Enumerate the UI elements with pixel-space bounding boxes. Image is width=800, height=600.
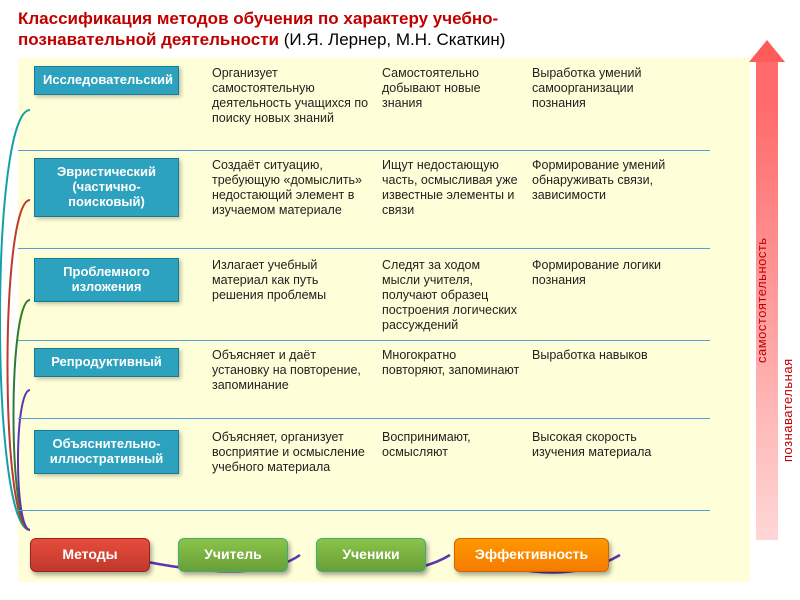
row-divider — [18, 418, 710, 419]
table-row: Репродуктивный Объясняет и даёт установку… — [18, 346, 750, 395]
method-box[interactable]: Исследовательский — [34, 66, 179, 95]
effect-cell: Формирование умений обнаруживать связи, … — [526, 156, 676, 205]
teacher-cell: Создаёт ситуацию, требующую «домыслить» … — [206, 156, 376, 220]
method-box[interactable]: Эвристический (частично-поисковый) — [34, 158, 179, 217]
students-cell: Многократно повторяют, запоминают — [376, 346, 526, 380]
tab-students[interactable]: Ученики — [316, 538, 426, 571]
teacher-cell: Объясняет и даёт установку на повторение… — [206, 346, 376, 395]
side-label-2: самостоятельность — [754, 170, 772, 430]
effect-cell: Формирование логики познания — [526, 256, 676, 290]
effect-cell: Выработка навыков — [526, 346, 676, 365]
title-line1: Классификация методов обучения по характ… — [18, 9, 498, 28]
students-cell: Ищут недостающую часть, осмысливая уже и… — [376, 156, 526, 220]
teacher-cell: Излагает учебный материал как путь решен… — [206, 256, 376, 305]
bottom-tabs: Методы Учитель Ученики Эффективность — [18, 532, 750, 578]
row-divider — [18, 150, 710, 151]
effect-cell: Выработка умений самоорганизации познани… — [526, 64, 676, 113]
methods-grid: Исследовательский Организует самостоятель… — [18, 58, 750, 540]
tab-teacher[interactable]: Учитель — [178, 538, 288, 571]
teacher-cell: Объясняет, организует восприятие и осмыс… — [206, 428, 376, 477]
students-cell: Воспринимают, осмысляют — [376, 428, 526, 462]
method-box[interactable]: Объяснительно-иллюстративный — [34, 430, 179, 474]
side-label-1: познавательная — [780, 310, 798, 510]
tab-methods[interactable]: Методы — [30, 538, 150, 571]
method-box[interactable]: Проблемного изложения — [34, 258, 179, 302]
row-divider — [18, 248, 710, 249]
table-row: Объяснительно-иллюстративный Объясняет, о… — [18, 428, 750, 477]
effect-cell: Высокая скорость изучения материала — [526, 428, 676, 462]
table-row: Проблемного изложения Излагает учебный ма… — [18, 256, 750, 335]
table-row: Эвристический (частично-поисковый) Создаё… — [18, 156, 750, 220]
students-cell: Следят за ходом мысли учителя, получают … — [376, 256, 526, 335]
page-title: Классификация методов обучения по характ… — [0, 0, 800, 55]
tab-effect[interactable]: Эффективность — [454, 538, 609, 571]
table-row: Исследовательский Организует самостоятель… — [18, 64, 750, 128]
students-cell: Самостоятельно добывают новые знания — [376, 64, 526, 113]
title-line2: познавательной деятельности — [18, 30, 279, 49]
teacher-cell: Организует самостоятельную деятельность … — [206, 64, 376, 128]
title-authors: (И.Я. Лернер, М.Н. Скаткин) — [284, 30, 506, 49]
method-box[interactable]: Репродуктивный — [34, 348, 179, 377]
row-divider — [18, 510, 710, 511]
row-divider — [18, 340, 710, 341]
